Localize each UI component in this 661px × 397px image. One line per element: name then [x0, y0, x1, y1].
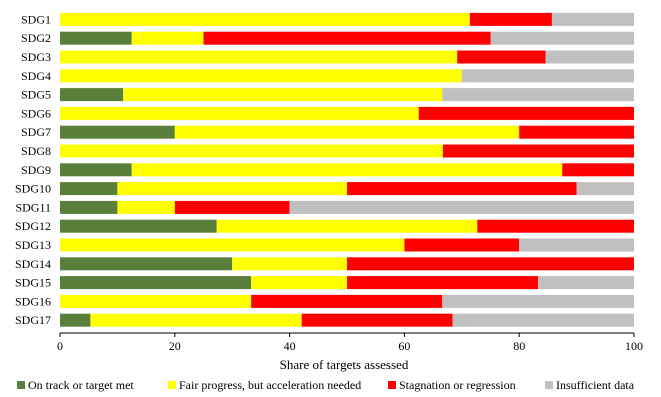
- y-tick-label: SDG13: [15, 238, 51, 252]
- bar-segment: [60, 125, 175, 139]
- bar-segment: [60, 31, 132, 45]
- bar-segment: [60, 144, 443, 158]
- bar-segment: [60, 238, 405, 252]
- x-tick-label: 60: [398, 339, 410, 353]
- bar-segment: [117, 182, 348, 196]
- bar-segment: [452, 313, 634, 327]
- x-tick-label: 0: [57, 339, 63, 353]
- bar-segment: [60, 200, 118, 214]
- bar-segment: [60, 69, 462, 83]
- bar-segment: [477, 219, 634, 233]
- bar-segment: [60, 257, 233, 271]
- y-tick-label: SDG5: [21, 88, 51, 102]
- y-tick-label: SDG7: [21, 125, 51, 139]
- bar-segment: [60, 182, 118, 196]
- y-tick-label: SDG8: [21, 144, 51, 158]
- bar-segment: [216, 219, 478, 233]
- y-tick-label: SDG11: [15, 200, 51, 214]
- bar-segment: [457, 50, 546, 64]
- bar-segment: [174, 125, 520, 139]
- x-axis-title: Share of targets assessed: [280, 357, 409, 372]
- bar-segment: [442, 294, 634, 308]
- y-tick-label: SDG12: [15, 219, 51, 233]
- legend-label: Fair progress, but acceleration needed: [179, 378, 361, 392]
- y-tick-label: SDG1: [21, 12, 51, 26]
- bar-segment: [545, 50, 634, 64]
- y-tick-label: SDG9: [21, 163, 51, 177]
- bar-segment: [347, 257, 634, 271]
- bar-segment: [418, 106, 634, 120]
- bar-segment: [442, 144, 634, 158]
- bar-segment: [562, 163, 634, 177]
- x-tick-label: 80: [513, 339, 525, 353]
- bar-segment: [60, 88, 124, 102]
- bar-segment: [131, 163, 563, 177]
- bar-segment: [301, 313, 453, 327]
- x-tick-label: 20: [169, 339, 181, 353]
- y-tick-label: SDG3: [21, 50, 51, 64]
- legend: On track or target met Fair progress, but…: [17, 378, 635, 392]
- legend-swatch: [388, 381, 396, 389]
- bar-segment: [347, 182, 577, 196]
- bar-segment: [469, 12, 552, 26]
- y-tick-label: SDG2: [21, 31, 51, 45]
- bar-segment: [490, 31, 634, 45]
- y-tick-label: SDG4: [21, 69, 51, 83]
- bar-segment: [347, 276, 539, 290]
- bar-segment: [251, 294, 443, 308]
- bar-segment: [60, 294, 252, 308]
- bar-segment: [519, 238, 634, 252]
- bar-segment: [289, 200, 634, 214]
- y-tick-label: SDG15: [15, 276, 51, 290]
- bar-segment: [551, 12, 634, 26]
- bar-segment: [232, 257, 347, 271]
- legend-label: On track or target met: [28, 378, 134, 392]
- legend-label: Stagnation or regression: [399, 378, 516, 392]
- bar-segment: [461, 69, 634, 83]
- y-axis-labels: SDG1 SDG2 SDG3 SDG4 SDG5 SDG6 SDG7 SDG8 SDG9 SDG1…: [15, 12, 51, 327]
- y-tick-label: SDG14: [15, 257, 51, 271]
- bar-segment: [60, 313, 91, 327]
- bar-segment: [123, 88, 443, 102]
- bar-segment: [60, 50, 458, 64]
- y-tick-label: SDG10: [15, 182, 51, 196]
- bar-segment: [90, 313, 302, 327]
- bar-segment: [174, 200, 290, 214]
- bar-segment: [60, 276, 252, 290]
- bar-segment: [442, 88, 634, 102]
- bar-segment: [131, 31, 204, 45]
- legend-swatch: [168, 381, 176, 389]
- bar-segment: [203, 31, 491, 45]
- x-tick-label: 40: [284, 339, 296, 353]
- legend-swatch: [17, 381, 25, 389]
- bar-segment: [117, 200, 175, 214]
- legend-label: Insufficient data: [556, 378, 635, 392]
- bar-segment: [60, 163, 132, 177]
- bar-segment: [251, 276, 347, 290]
- y-tick-label: SDG16: [15, 294, 51, 308]
- bar-segment: [60, 219, 217, 233]
- x-tick-label: 100: [625, 339, 643, 353]
- legend-swatch: [545, 381, 553, 389]
- bar-segment: [60, 106, 419, 120]
- bar-segment: [404, 238, 520, 252]
- bar-segment: [538, 276, 634, 290]
- y-tick-label: SDG17: [15, 313, 51, 327]
- x-axis: 0 20 40 60 80 100: [57, 332, 643, 353]
- y-tick-label: SDG6: [21, 106, 51, 120]
- bar-segment: [519, 125, 634, 139]
- bars-layer: [60, 12, 634, 327]
- bar-segment: [576, 182, 634, 196]
- bar-segment: [60, 12, 470, 26]
